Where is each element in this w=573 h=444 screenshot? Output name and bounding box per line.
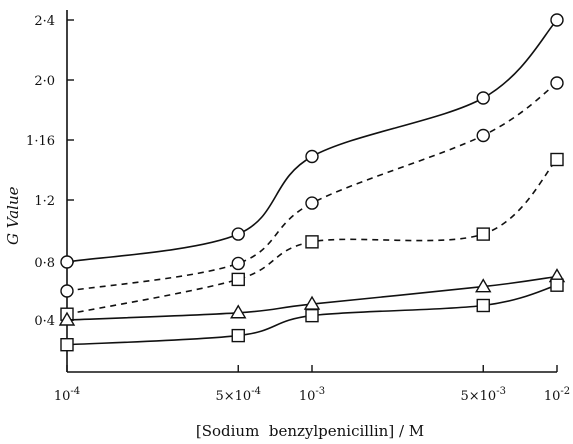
series-1 bbox=[60, 13, 564, 269]
x-tick-label: 10-2 bbox=[544, 386, 570, 404]
data-point bbox=[476, 128, 490, 143]
data-point bbox=[475, 278, 492, 293]
y-tick-label: 2·4 bbox=[34, 14, 55, 29]
data-point bbox=[60, 255, 74, 269]
y-tick-label: 0·8 bbox=[34, 256, 55, 271]
data-point bbox=[305, 235, 319, 249]
y-axis: 0·4 0·8 1·2 1·16 2·0 2·4 G Value bbox=[4, 10, 74, 372]
y-tick-label: 2·0 bbox=[34, 74, 55, 89]
data-point bbox=[476, 227, 490, 241]
data-point bbox=[305, 308, 319, 323]
data-point bbox=[230, 304, 247, 319]
x-ticks: 10-4 5×10-4 10-3 5×10-3 10-2 bbox=[54, 365, 570, 404]
y-tick-label: 1·16 bbox=[26, 134, 55, 149]
data-point bbox=[231, 227, 245, 241]
data-point bbox=[60, 338, 74, 352]
x-tick-label: 10-3 bbox=[299, 386, 325, 404]
data-point bbox=[476, 298, 490, 313]
x-axis: 10-4 5×10-4 10-3 5×10-3 10-2 [Sodium benzylp… bbox=[54, 365, 570, 440]
data-point bbox=[305, 196, 319, 210]
data-point bbox=[231, 272, 245, 287]
data-point bbox=[305, 149, 319, 164]
series-3 bbox=[60, 152, 564, 321]
series-2 bbox=[60, 76, 564, 298]
series-5 bbox=[60, 278, 564, 352]
y-tick-label: 1·2 bbox=[34, 194, 55, 209]
x-tick-label: 5×10-3 bbox=[461, 386, 506, 404]
data-point bbox=[550, 278, 564, 292]
x-tick-label: 10-4 bbox=[54, 386, 80, 404]
data-point bbox=[60, 284, 74, 298]
y-tick-label: 0·4 bbox=[34, 314, 55, 329]
plot-area bbox=[58, 13, 566, 352]
data-point bbox=[231, 328, 245, 343]
series-line bbox=[66, 82, 558, 292]
data-point bbox=[58, 311, 76, 326]
y-axis-label: G Value bbox=[4, 186, 22, 245]
data-point bbox=[231, 256, 245, 271]
data-point bbox=[550, 13, 564, 27]
y-ticks: 0·4 0·8 1·2 1·16 2·0 2·4 bbox=[26, 14, 74, 329]
data-point bbox=[550, 76, 564, 90]
data-point bbox=[550, 152, 564, 167]
data-point bbox=[476, 91, 490, 105]
x-axis-label: [Sodium benzylpenicillin] / M bbox=[196, 422, 424, 440]
x-tick-label: 5×10-4 bbox=[216, 386, 261, 404]
